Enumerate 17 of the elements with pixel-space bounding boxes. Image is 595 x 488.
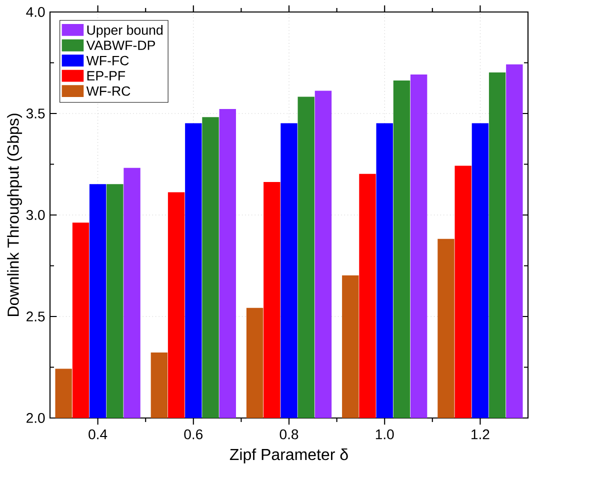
x-tick-label: 1.0 — [376, 429, 394, 440]
x-tick-label: 0.6 — [184, 429, 203, 440]
y-axis-title: Downlink Throughput (Gbps) — [7, 114, 22, 316]
y-tick-label: 4.0 — [26, 7, 45, 17]
legend-label: WF-FC — [86, 56, 129, 66]
y-tick-label: 2.5 — [26, 312, 45, 322]
x-tick-label: 1.2 — [472, 429, 490, 440]
y-tick-label: 2.0 — [26, 413, 45, 423]
x-tick-label: 0.4 — [88, 429, 108, 440]
legend-label: VABWF-DP — [86, 40, 155, 50]
x-axis-title: Zipf Parameter δ — [230, 448, 348, 464]
y-tick-label: 3.5 — [26, 108, 45, 118]
y-tick-label: 3.0 — [26, 210, 45, 220]
legend-label: WF-RC — [86, 86, 130, 96]
legend-label: EP-PF — [87, 71, 126, 80]
legend-label: Upper bound — [87, 25, 163, 38]
x-tick-label: 0.8 — [280, 429, 298, 440]
